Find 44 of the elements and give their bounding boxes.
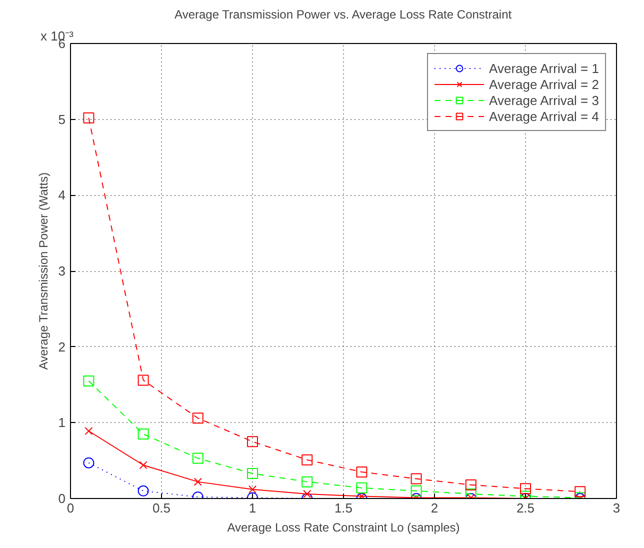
- legend-label: Average Arrival = 4: [489, 108, 599, 124]
- point: [465, 488, 476, 498]
- x-tick-label: 2.5: [516, 500, 535, 516]
- y-tick-label: 0: [58, 491, 66, 506]
- point: [302, 454, 313, 466]
- x-tick-label: 1.5: [334, 500, 353, 516]
- point: [410, 473, 422, 484]
- y-tick-label: 3: [58, 264, 66, 278]
- point: [194, 478, 202, 486]
- point: [83, 457, 94, 468]
- y-tick-label: 2: [58, 339, 66, 354]
- point: [302, 476, 313, 488]
- x-tick-label: 2: [430, 500, 438, 516]
- y-tick-label: 1: [58, 415, 66, 430]
- legend-label: Average Arrival = 1: [489, 60, 599, 76]
- y-tick-label: 4: [58, 188, 66, 203]
- point: [520, 483, 531, 494]
- x-tick-label: 0.5: [152, 500, 171, 516]
- x-tick-label: 1: [248, 500, 256, 516]
- point: [192, 452, 204, 464]
- y-axis-title: Average Transmission Power (Watts): [36, 172, 50, 370]
- point: [139, 461, 148, 470]
- point: [465, 479, 476, 490]
- point: [247, 436, 258, 448]
- point: [192, 412, 204, 424]
- point: [303, 490, 312, 498]
- point: [410, 485, 422, 496]
- point: [84, 426, 93, 436]
- x-tick-label: 3: [612, 500, 620, 516]
- point: [356, 466, 368, 478]
- point: [83, 375, 94, 386]
- legend-label: Average Arrival = 3: [489, 92, 599, 108]
- y-tick-label: 5: [58, 112, 66, 127]
- x-axis-title: Average Loss Rate Constraint Lo (samples): [227, 520, 460, 534]
- point: [138, 428, 149, 440]
- point: [247, 468, 258, 479]
- point: [83, 112, 94, 124]
- point: [138, 374, 149, 386]
- chart-title: Average Transmission Power vs. Average Loss Rate Constraint: [174, 8, 512, 22]
- point: [574, 486, 586, 498]
- legend-label: Average Arrival = 2: [489, 76, 599, 92]
- point: [248, 485, 257, 494]
- point: [356, 482, 368, 494]
- point: [138, 485, 149, 496]
